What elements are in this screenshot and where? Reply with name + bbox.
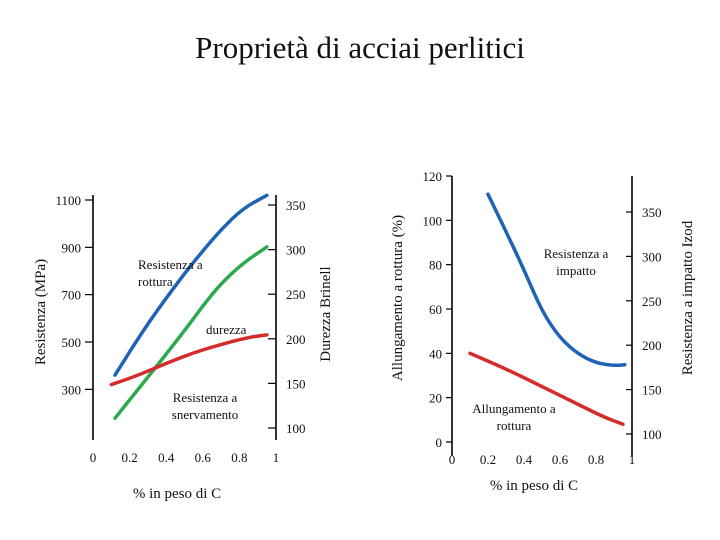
series-label-line: Resistenza a — [544, 246, 609, 261]
series-label-line: Resistenza a — [173, 390, 238, 405]
x-tick-label: 0.8 — [588, 452, 604, 467]
series-line-allungamento-a-rottura — [468, 351, 625, 427]
y-axis-left-label: Resistenza (MPa) — [33, 259, 49, 365]
x-tick-label: 0 — [90, 450, 97, 465]
y-tick-right-label: 100 — [286, 421, 306, 436]
y-tick-right-label: 100 — [642, 427, 662, 442]
page-title: Proprietà di acciai perlitici — [195, 30, 525, 65]
x-tick-label: 0.6 — [195, 450, 212, 465]
x-tick-label: 0.6 — [552, 452, 569, 467]
series-label: Allungamento a rottura — [472, 401, 556, 433]
series-label-line: snervamento — [172, 407, 238, 422]
y-tick-left-label: 100 — [423, 213, 443, 228]
series-label-line: Allungamento a — [472, 401, 556, 416]
y-tick-right-label: 350 — [286, 198, 306, 213]
x-tick-label: 0.2 — [480, 452, 496, 467]
y-tick-left-label: 120 — [423, 169, 443, 184]
series-label: Resistenza a snervamento — [172, 390, 238, 422]
y-tick-left-label: 1100 — [55, 193, 81, 208]
y-tick-left-label: 40 — [429, 346, 442, 361]
series-line-durezza — [113, 245, 269, 420]
x-axis-label: % in peso di C — [133, 486, 221, 502]
series-label-line: durezza — [206, 322, 247, 337]
series-label: Resistenza a impatto — [544, 246, 609, 278]
x-tick-label: 0 — [449, 452, 456, 467]
y-tick-right-label: 300 — [642, 249, 662, 264]
y-axis-left-label: Allungamento a rottura (%) — [390, 215, 406, 381]
series-label: Resistenza a rottura — [138, 257, 203, 289]
y-tick-left-label: 80 — [429, 258, 442, 273]
y-tick-right-label: 150 — [642, 383, 662, 398]
series-label: durezza — [206, 322, 247, 337]
y-tick-left-label: 60 — [429, 302, 442, 317]
y-tick-right-label: 250 — [286, 287, 306, 302]
y-tick-left-label: 900 — [62, 240, 82, 255]
x-tick-label: 0.4 — [158, 450, 175, 465]
y-axis-right-label: Durezza Brinell — [318, 266, 334, 361]
y-tick-right-label: 300 — [286, 243, 306, 258]
series-label-line: impatto — [556, 263, 596, 278]
y-tick-right-label: 250 — [642, 294, 662, 309]
series-line-resistenza-a-rottura — [113, 193, 269, 377]
y-tick-right-label: 200 — [642, 338, 662, 353]
x-tick-label: 1 — [273, 450, 280, 465]
series-label-line: rottura — [138, 274, 173, 289]
x-tick-label: 0.2 — [121, 450, 137, 465]
x-tick-label: 0.8 — [231, 450, 247, 465]
x-tick-label: 0.4 — [516, 452, 533, 467]
y-tick-left-label: 500 — [62, 335, 82, 350]
chart-right: 0 0.2 0.4 0.6 0.8 1 0 20 40 60 80 100 120 100 150 200 25… — [390, 169, 696, 494]
y-tick-left-label: 20 — [429, 391, 442, 406]
y-tick-right-label: 350 — [642, 205, 662, 220]
y-tick-right-label: 150 — [286, 376, 306, 391]
chart-left: 0 0.2 0.4 0.6 0.8 1 300 500 700 900 1100 100 150 200 2… — [33, 193, 334, 502]
y-tick-left-label: 700 — [62, 288, 82, 303]
series-line-resistenza-a-impatto — [486, 192, 627, 368]
y-tick-left-label: 0 — [436, 435, 443, 450]
x-tick-label: 1 — [629, 452, 636, 467]
series-label-line: rottura — [497, 418, 532, 433]
y-axis-right-label: Resistenza a impatto Izod — [680, 220, 696, 375]
y-tick-right-label: 200 — [286, 332, 306, 347]
y-tick-left-label: 300 — [62, 382, 82, 397]
series-line-resistenza-a-snervamento — [109, 333, 269, 387]
x-axis-label: % in peso di C — [490, 478, 578, 494]
series-label-line: Resistenza a — [138, 257, 203, 272]
